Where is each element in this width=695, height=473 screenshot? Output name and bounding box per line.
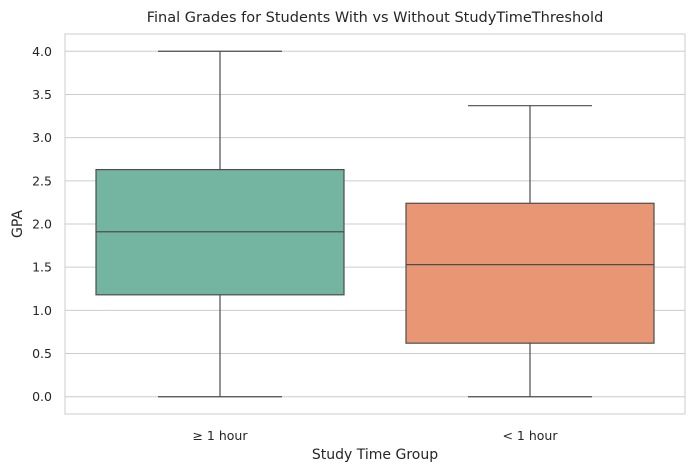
y-tick-label: 0.0 (32, 389, 52, 404)
y-tick-label: 0.5 (32, 346, 52, 361)
x-axis-label: Study Time Group (312, 447, 438, 463)
y-tick-label: 3.5 (32, 87, 52, 102)
boxes (95, 50, 655, 398)
y-tick-label: 2.0 (32, 217, 52, 232)
chart-title: Final Grades for Students With vs Withou… (147, 10, 604, 26)
y-tick-label: 4.0 (32, 44, 52, 59)
y-axis-label: GPA (10, 210, 26, 238)
x-tick-label: < 1 hour (502, 428, 558, 443)
y-tick-label: 1.0 (32, 303, 52, 318)
y-tick-labels: 0.0 0.5 1.0 1.5 2.0 2.5 3.0 3.5 4.0 (32, 44, 52, 404)
box-group (95, 50, 345, 398)
x-tick-label: ≥ 1 hour (192, 428, 248, 443)
y-tick-label: 2.5 (32, 173, 52, 188)
iqr-box (405, 202, 655, 344)
box-group (405, 105, 655, 398)
x-tick-labels: ≥ 1 hour < 1 hour (192, 428, 558, 443)
y-tick-label: 3.0 (32, 130, 52, 145)
y-tick-label: 1.5 (32, 260, 52, 275)
